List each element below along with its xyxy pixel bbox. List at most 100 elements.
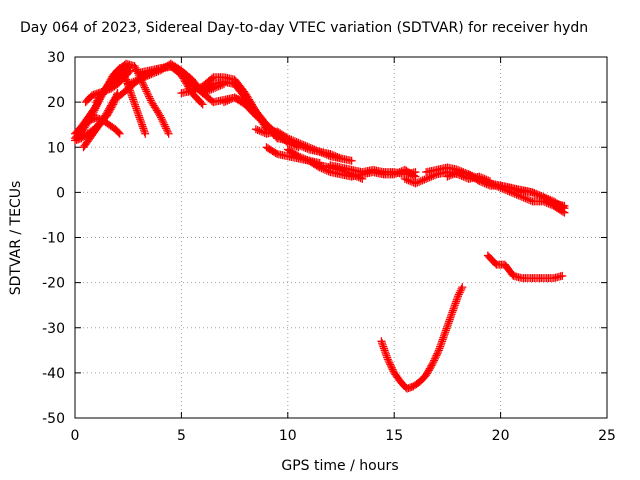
data-point-marker <box>503 186 512 195</box>
data-point-marker <box>505 187 514 196</box>
data-point-marker <box>124 62 133 71</box>
data-point-marker <box>388 365 397 374</box>
data-point-marker <box>160 120 169 129</box>
data-point-marker <box>482 177 491 186</box>
data-point-marker <box>257 127 266 136</box>
data-point-marker <box>457 284 466 293</box>
data-point-marker <box>145 92 154 101</box>
data-point-marker <box>333 153 342 162</box>
data-point-marker <box>384 357 393 366</box>
data-point-marker <box>521 194 530 203</box>
x-tick-label: 15 <box>385 428 403 444</box>
data-point-marker <box>535 191 544 200</box>
data-point-marker <box>402 175 411 184</box>
data-point-marker <box>470 172 478 181</box>
data-point-marker <box>188 86 197 95</box>
data-point-marker <box>407 177 416 186</box>
series-track-5 <box>79 93 120 152</box>
data-point-marker <box>473 174 482 183</box>
data-point-marker <box>140 83 149 92</box>
data-point-marker <box>191 85 200 94</box>
data-point-marker <box>129 77 138 86</box>
data-point-marker <box>386 360 395 369</box>
grid-lines <box>75 57 607 418</box>
data-point-marker <box>198 100 207 109</box>
data-point-marker <box>477 175 486 184</box>
data-point-marker <box>296 141 305 150</box>
series-track-15 <box>273 134 356 165</box>
x-axis-label: GPS time / hours <box>281 458 398 474</box>
y-tick-label: -10 <box>42 231 65 247</box>
chart-title: Day 064 of 2023, Sidereal Day-to-day VTE… <box>20 20 588 36</box>
data-point-marker <box>289 138 298 147</box>
data-point-marker <box>455 288 464 297</box>
data-point-marker <box>422 174 431 183</box>
data-point-marker <box>115 129 124 138</box>
data-point-marker <box>321 165 330 174</box>
data-point-marker <box>141 85 150 94</box>
y-tick-label: -40 <box>42 366 65 382</box>
data-point-marker <box>223 96 232 105</box>
data-point-marker <box>456 286 465 295</box>
data-point-marker <box>494 183 503 192</box>
data-point-marker <box>406 177 415 186</box>
data-point-marker <box>524 195 533 204</box>
data-point-marker <box>131 63 140 72</box>
data-point-marker <box>197 98 206 107</box>
data-point-marker <box>468 171 477 180</box>
data-point-marker <box>255 126 264 135</box>
data-point-marker <box>530 189 539 198</box>
data-point-marker <box>404 176 413 185</box>
y-tick-label: 0 <box>56 185 65 201</box>
data-point-marker <box>500 185 509 194</box>
data-point-marker <box>315 163 324 172</box>
data-point-marker <box>290 139 299 148</box>
data-point-marker <box>285 137 294 146</box>
data-point-marker <box>432 351 441 360</box>
data-point-marker <box>434 348 443 357</box>
data-point-marker <box>429 358 438 367</box>
data-point-marker <box>299 154 308 163</box>
data-point-marker <box>299 143 308 152</box>
data-point-marker <box>161 122 170 131</box>
data-point-marker <box>523 195 532 204</box>
data-point-marker <box>446 171 455 180</box>
data-point-marker <box>114 128 123 137</box>
data-point-marker <box>133 76 142 85</box>
data-point-marker <box>328 150 337 159</box>
y-tick-label: 10 <box>47 140 65 156</box>
data-point-marker <box>326 150 335 159</box>
data-point-marker <box>431 353 440 362</box>
data-point-marker <box>156 113 165 122</box>
y-tick-label: -30 <box>42 321 65 337</box>
data-point-marker <box>496 183 505 192</box>
data-point-marker <box>297 142 306 151</box>
series-track-19 <box>326 161 420 179</box>
data-point-marker <box>517 192 526 201</box>
data-point-marker <box>491 181 500 190</box>
series-track-24 <box>517 186 569 210</box>
data-point-marker <box>131 77 140 86</box>
data-point-marker <box>225 95 234 104</box>
data-point-marker <box>322 166 331 175</box>
data-point-marker <box>387 363 396 372</box>
y-axis-label: SDTVAR / TECUs <box>8 181 24 296</box>
data-point-marker <box>331 152 340 161</box>
data-point-marker <box>428 359 437 368</box>
data-point-marker <box>283 136 292 145</box>
x-tick-label: 0 <box>71 428 80 444</box>
data-point-marker <box>139 81 148 90</box>
data-point-marker <box>487 180 496 189</box>
series-track-7 <box>92 62 133 107</box>
data-point-marker <box>292 140 301 149</box>
x-tick-label: 20 <box>492 428 510 444</box>
data-point-marker <box>387 362 396 371</box>
data-point-marker <box>420 175 429 184</box>
x-tick-label: 10 <box>279 428 297 444</box>
data-point-marker <box>124 80 133 89</box>
data-point-marker <box>301 144 310 153</box>
data-point-marker <box>528 188 537 197</box>
data-point-marker <box>253 125 262 134</box>
data-point-marker <box>219 98 228 107</box>
